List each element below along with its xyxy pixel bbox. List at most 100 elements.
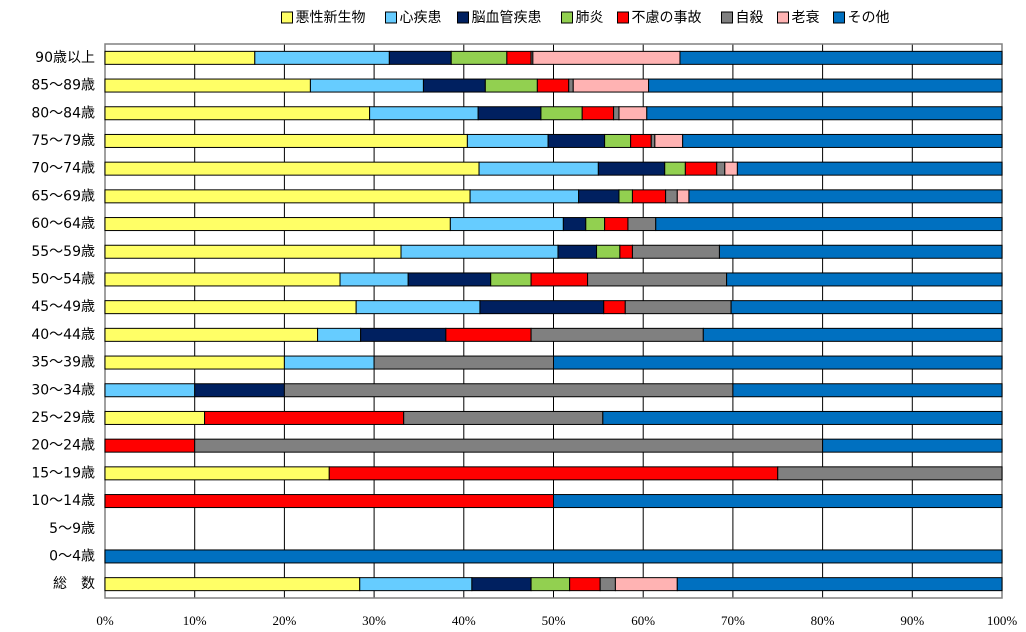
bar-segment xyxy=(450,50,508,65)
bar-segment xyxy=(254,50,390,65)
bar-segment xyxy=(553,355,1003,370)
bar-segment xyxy=(104,78,311,93)
bar-segment xyxy=(676,577,1003,592)
bar-segment xyxy=(596,244,621,259)
bar-segment xyxy=(317,327,362,342)
bar-segment xyxy=(572,78,650,93)
y-tick-label: 65～69歳 xyxy=(31,188,95,204)
x-tick-label: 50% xyxy=(542,613,566,628)
bar-segment xyxy=(530,577,571,592)
bar-segment xyxy=(403,410,604,425)
legend-label: 脳血管疾患 xyxy=(472,10,542,26)
bar-segment xyxy=(664,161,686,176)
legend-swatch xyxy=(561,11,573,24)
legend-swatch xyxy=(777,11,789,24)
legend-label: 老衰 xyxy=(792,9,820,26)
y-tick-label: 0～4歳 xyxy=(49,548,95,564)
bar-segment xyxy=(688,189,1003,204)
bar-segment xyxy=(536,78,570,93)
bar-segment xyxy=(736,161,1003,176)
bar-segment xyxy=(104,466,330,481)
bar-segment xyxy=(540,106,583,121)
bar-segment xyxy=(624,300,732,315)
y-tick-label: 10～14歳 xyxy=(31,493,95,509)
bar-segment xyxy=(400,244,559,259)
y-tick-label: 85～89歳 xyxy=(31,78,95,94)
bar-segment xyxy=(718,244,1003,259)
y-tick-label: 75～79歳 xyxy=(31,133,95,149)
bar-segment xyxy=(104,494,554,509)
legend-label: 不慮の事故 xyxy=(632,10,702,26)
bar-segment xyxy=(104,217,451,232)
bar-segment xyxy=(618,106,648,121)
bar-segment xyxy=(283,355,375,370)
legend-swatch xyxy=(281,11,293,24)
bar-segment xyxy=(730,300,1003,315)
bar-segment xyxy=(477,106,542,121)
x-tick-label: 70% xyxy=(721,613,745,628)
bar-segment xyxy=(631,244,720,259)
bar-segment xyxy=(597,161,666,176)
x-tick-label: 0% xyxy=(96,613,114,628)
bar-segment xyxy=(702,327,1003,342)
bar-segment xyxy=(557,244,598,259)
bar-segment xyxy=(422,78,486,93)
bar-segment xyxy=(732,383,1003,398)
legend-label: 心疾患 xyxy=(400,10,442,26)
bar-segment xyxy=(479,300,605,315)
y-tick-label: 45～49歳 xyxy=(31,299,95,315)
x-tick-label: 30% xyxy=(362,613,386,628)
bar-segment xyxy=(777,466,1003,481)
bar-segment xyxy=(104,383,196,398)
legend-label: その他 xyxy=(848,10,890,26)
bar-segment xyxy=(104,327,319,342)
bar-segment xyxy=(716,161,726,176)
y-tick-label: 25～29歳 xyxy=(31,410,95,426)
bar-segment xyxy=(530,327,704,342)
y-tick-label: 5～9歳 xyxy=(49,521,95,537)
x-tick-label: 100% xyxy=(987,613,1018,628)
bar-segment xyxy=(631,189,667,204)
bar-segment xyxy=(568,78,574,93)
legend-swatch xyxy=(457,11,469,24)
bar-segment xyxy=(445,327,532,342)
bar-segment xyxy=(355,300,481,315)
bar-segment xyxy=(506,50,532,65)
legend-label: 肺炎 xyxy=(576,10,604,26)
bar-segment xyxy=(679,50,1003,65)
bar-segment xyxy=(665,189,678,204)
legend-label: 悪性新生物 xyxy=(296,10,366,26)
bar-segment xyxy=(822,438,1003,453)
bar-segment xyxy=(471,577,532,592)
x-tick-label: 80% xyxy=(811,613,835,628)
bar-segment xyxy=(603,300,626,315)
legend-swatch xyxy=(721,11,733,24)
bar-segment xyxy=(630,133,652,148)
bar-segment xyxy=(614,577,678,592)
bar-segment xyxy=(650,133,656,148)
bar-segment xyxy=(648,78,1003,93)
bar-segment xyxy=(104,133,468,148)
y-tick-label: 80～84歳 xyxy=(31,105,95,121)
bar-segment xyxy=(724,161,738,176)
y-tick-label: 30～34歳 xyxy=(31,382,95,398)
bar-segment xyxy=(194,438,824,453)
bar-segment xyxy=(360,327,447,342)
bar-segment xyxy=(339,272,409,287)
y-tick-label: 40～44歳 xyxy=(31,327,95,343)
bar-segment xyxy=(602,410,1003,425)
bar-segment xyxy=(530,272,589,287)
bar-segment xyxy=(194,383,285,398)
legend-swatch xyxy=(833,11,845,24)
plot-frame xyxy=(104,43,1003,599)
y-tick-label: 70～74歳 xyxy=(31,161,95,177)
bar-segment xyxy=(726,272,1003,287)
bar-segment xyxy=(104,244,402,259)
bar-segment xyxy=(569,577,601,592)
bar-segment xyxy=(328,466,779,481)
bar-segment xyxy=(466,133,549,148)
bar-segment xyxy=(104,189,471,204)
bar-segment xyxy=(618,189,633,204)
